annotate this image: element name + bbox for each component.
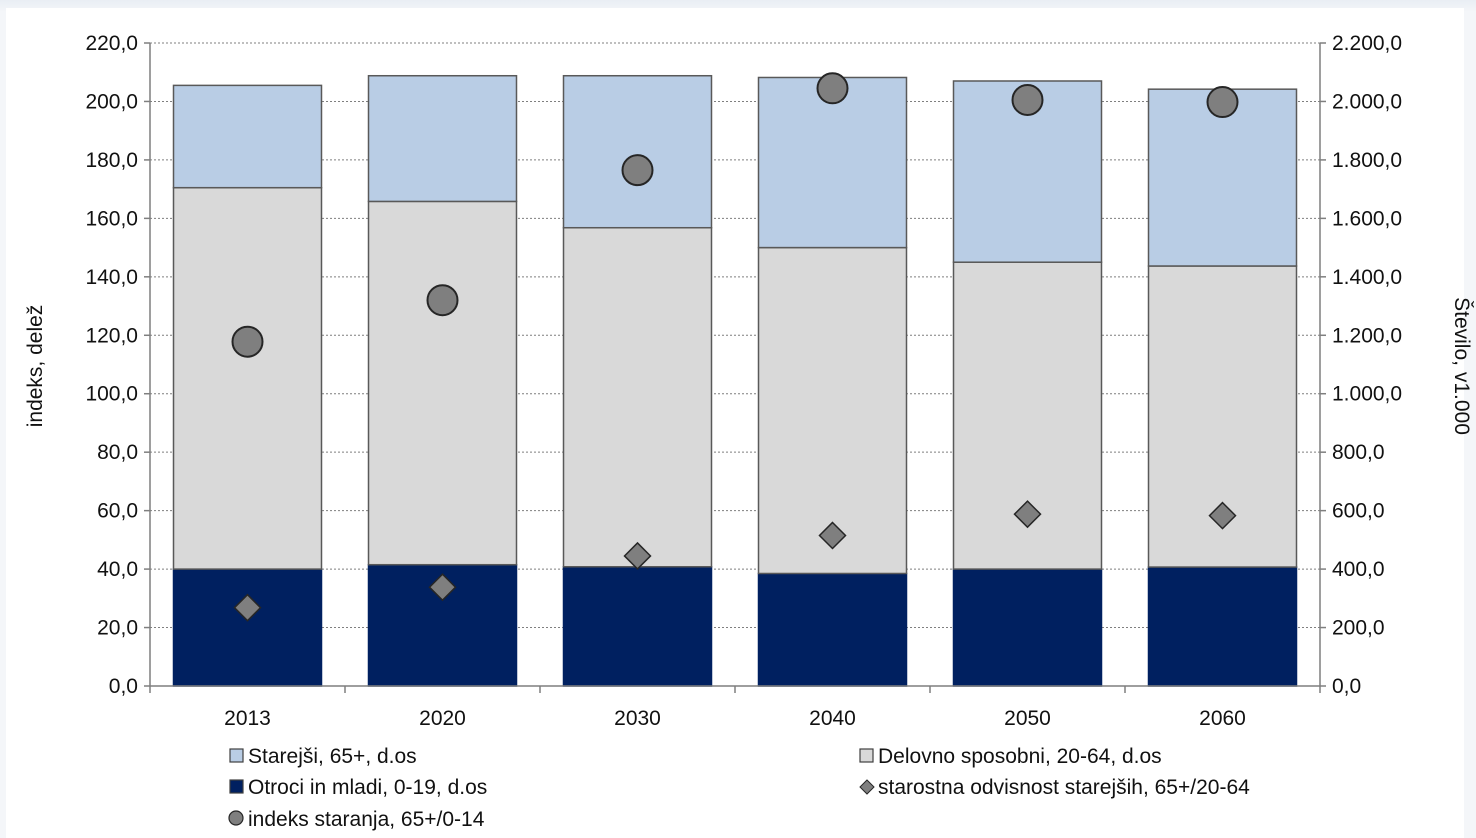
- bar-segment: [562, 566, 713, 687]
- bar-segment: [172, 186, 323, 570]
- left-tick-label: 180,0: [85, 149, 138, 172]
- bar-segment: [1147, 88, 1298, 267]
- odvisnost-point: [428, 573, 457, 602]
- bar-segment: [757, 246, 908, 575]
- odvisnost-point: [818, 521, 847, 550]
- right-tick-label: 600,0: [1332, 500, 1385, 523]
- left-axis-title: indeks, delež: [24, 305, 47, 428]
- x-tick-label: 2020: [419, 707, 466, 730]
- left-tick-label: 160,0: [85, 207, 138, 230]
- bar-segment: [757, 76, 908, 249]
- bar-segment: [172, 568, 323, 687]
- legend-label: Otroci in mladi, 0-19, d.os: [248, 776, 487, 799]
- bar-segment: [172, 84, 323, 189]
- right-tick-label: 1.400,0: [1332, 266, 1402, 289]
- right-tick-label: 2.000,0: [1332, 90, 1402, 113]
- right-axis-ticks: 0,0 200,0 400,0 600,0 800,0 1.000,0 1.200,0 1.4…: [1332, 32, 1402, 698]
- legend-label: Delovno sposobni, 20-64, d.os: [878, 745, 1162, 768]
- left-tick-label: 140,0: [85, 266, 138, 289]
- bar-stacks: [172, 74, 1298, 687]
- left-tick-label: 220,0: [85, 32, 138, 55]
- legend-label: starostna odvisnost starejših, 65+/20-64: [878, 776, 1250, 799]
- legend-diamond-icon: [859, 779, 875, 795]
- markers: [231, 72, 1239, 622]
- left-axis-ticks: 0,0 20,0 40,0 60,0 80,0 100,0 120,0 140,0 160,0 1…: [85, 32, 138, 698]
- right-axis-title: Število, v1.000: [1450, 297, 1473, 435]
- bar-segment: [1147, 566, 1298, 687]
- left-tick-label: 100,0: [85, 383, 138, 406]
- indeks-staranja-point: [1011, 83, 1044, 116]
- x-tick-label: 2040: [809, 707, 856, 730]
- bar-segment: [952, 568, 1103, 687]
- legend-swatch: [229, 748, 244, 763]
- right-tick-label: 200,0: [1332, 617, 1385, 640]
- x-tick-label: 2013: [224, 707, 271, 730]
- right-tick-label: 1.200,0: [1332, 324, 1402, 347]
- axes: [144, 42, 1326, 693]
- right-tick-label: 1.000,0: [1332, 383, 1402, 406]
- legend-label: Starejši, 65+, d.os: [248, 745, 417, 768]
- indeks-staranja-point: [231, 325, 264, 358]
- left-tick-label: 60,0: [97, 500, 138, 523]
- legend-swatch: [229, 779, 244, 794]
- x-tick-label: 2030: [614, 707, 661, 730]
- right-tick-label: 800,0: [1332, 441, 1385, 464]
- right-tick-label: 1.600,0: [1332, 207, 1402, 230]
- odvisnost-point: [233, 593, 262, 622]
- gridlines: [150, 42, 1320, 687]
- indeks-staranja-point: [1206, 86, 1239, 119]
- left-tick-label: 200,0: [85, 90, 138, 113]
- left-tick-label: 80,0: [97, 441, 138, 464]
- legend-swatch: [859, 748, 874, 763]
- bar-segment: [367, 200, 518, 566]
- right-tick-label: 400,0: [1332, 558, 1385, 581]
- bar-segment: [367, 74, 518, 203]
- legend-label: indeks staranja, 65+/0-14: [248, 808, 485, 831]
- left-tick-label: 40,0: [97, 558, 138, 581]
- indeks-staranja-point: [816, 72, 849, 105]
- odvisnost-point: [623, 541, 652, 570]
- odvisnost-point: [1208, 501, 1237, 530]
- x-axis-ticks: 2013 2020 2030 2040 2050 2060: [224, 707, 1246, 730]
- right-tick-label: 1.800,0: [1332, 149, 1402, 172]
- bar-segment: [757, 572, 908, 687]
- right-tick-label: 2.200,0: [1332, 32, 1402, 55]
- legend-circle-icon: [228, 810, 244, 826]
- bar-segment: [562, 74, 713, 229]
- indeks-staranja-point: [621, 154, 654, 187]
- left-tick-label: 20,0: [97, 617, 138, 640]
- indeks-staranja-point: [426, 284, 459, 317]
- odvisnost-point: [1013, 500, 1042, 529]
- legend: Starejši, 65+, d.os Delovno sposobni, 20-…: [228, 745, 1250, 831]
- right-tick-label: 0,0: [1332, 675, 1361, 698]
- bar-segment: [562, 226, 713, 568]
- x-tick-label: 2050: [1004, 707, 1051, 730]
- left-tick-label: 120,0: [85, 324, 138, 347]
- x-tick-label: 2060: [1199, 707, 1246, 730]
- left-tick-label: 0,0: [109, 675, 138, 698]
